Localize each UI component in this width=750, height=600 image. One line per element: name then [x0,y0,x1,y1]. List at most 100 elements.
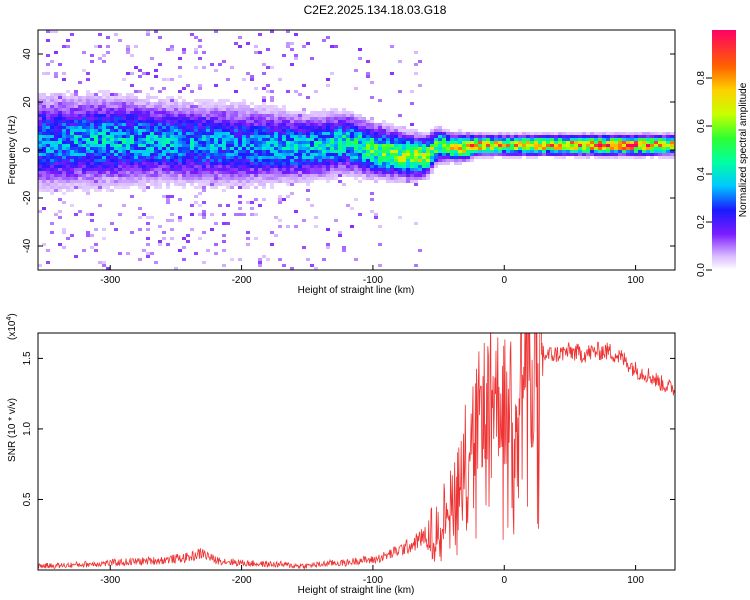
spectrogram-cell [262,99,266,102]
spectrogram-cell [102,135,106,138]
spectrogram-cell [246,153,250,156]
spectrogram-cell [314,147,318,150]
spectrogram-cell [506,135,510,138]
spectrogram-cell [402,159,406,162]
spectrogram-cell [374,171,378,174]
spectrogram-cell [82,132,86,135]
spectrogram-cell [190,156,194,159]
spectrogram-cell [194,51,198,54]
spectrogram-cell [442,138,446,141]
spectrogram-cell [38,177,42,180]
spectrogram-cell [210,120,214,123]
spectrogram-cell [162,120,166,123]
spectrogram-cell [398,174,402,177]
spectrogram-cell [278,138,282,141]
spectrogram-cell [110,183,114,186]
spectrogram-cell [50,120,54,123]
spectrogram-cell [110,132,114,135]
spectrogram-cell [194,36,198,39]
spectrogram-cell [354,147,358,150]
spectrogram-cell [238,183,242,186]
spectrogram-cell [78,102,82,105]
spectrogram-cell [322,39,326,42]
spectrogram-cell [330,45,334,48]
spectrogram-cell [198,186,202,189]
spectrogram-cell [202,210,206,213]
spectrogram-cell [66,138,70,141]
spectrogram-cell [438,156,442,159]
spectrogram-cell [274,114,278,117]
spectrogram-cell [86,150,90,153]
spectrogram-cell [422,147,426,150]
spectrogram-cell [550,141,554,144]
spectrogram-cell [486,138,490,141]
spectrogram-cell [250,162,254,165]
spectrogram-cell [410,90,414,93]
snr-x-tick-label: -200 [232,575,252,586]
spectrogram-cell [458,153,462,156]
spectrogram-cell [398,60,402,63]
spectrogram-cell [282,111,286,114]
spectrogram-cell [454,132,458,135]
spectrogram-cell [342,174,346,177]
spectrogram-cell [134,177,138,180]
spectrogram-cell [254,45,258,48]
spectrogram-cell [606,147,610,150]
spectrogram-cell [122,114,126,117]
spectrogram-cell [198,237,202,240]
spectrogram-cell [210,108,214,111]
spectrogram-cell [94,174,98,177]
spectrogram-cell [230,171,234,174]
spectrogram-cell [50,183,54,186]
spectrogram-cell [74,165,78,168]
spectrogram-cell [214,84,218,87]
spectrogram-cell [282,198,286,201]
spectrogram-cell [206,114,210,117]
spectrogram-cell [262,123,266,126]
spectrogram-cell [58,132,62,135]
spectrogram-cell [166,78,170,81]
spectrogram-cell [250,108,254,111]
spectrogram-cell [178,129,182,132]
spectrogram-cell [594,150,598,153]
spectrogram-cell [38,150,42,153]
spectrogram-cell [54,147,58,150]
spectrogram-cell [106,135,110,138]
spectrogram-cell [402,180,406,183]
spectrogram-cell [542,144,546,147]
spectrogram-cell [538,132,542,135]
spectrogram-cell [66,174,70,177]
spectrogram-cell [42,156,46,159]
spectrogram-cell [154,162,158,165]
spectrogram-cell [238,195,242,198]
spectrogram-cell [598,141,602,144]
spectrogram-cell [402,144,406,147]
spectrogram-cell [334,138,338,141]
spectrogram-cell [302,123,306,126]
spectrogram-cell [102,264,106,267]
spectrogram-cell [610,135,614,138]
spectrogram-cell [194,174,198,177]
spectrogram-cell [122,117,126,120]
spectrogram-cell [54,138,58,141]
spectrogram-cell [382,132,386,135]
spectrogram-cell [94,177,98,180]
spectrogram-cell [266,156,270,159]
spectrogram-cell [250,75,254,78]
spectrogram-cell [206,120,210,123]
spectrogram-cell [54,165,58,168]
spectrogram-cell [158,120,162,123]
spectrogram-cell [534,150,538,153]
spectrogram-cell [54,105,58,108]
spectrogram-cell [102,147,106,150]
spectrogram-cell [302,117,306,120]
spectrogram-cell [90,93,94,96]
spectrogram-cell [298,171,302,174]
spectrogram-cell [110,111,114,114]
spectrogram-cell [546,135,550,138]
spectrogram-cell [50,192,54,195]
spectrogram-cell [86,111,90,114]
spectrogram-cell [290,114,294,117]
spectrogram-cell [446,147,450,150]
spectrogram-cell [146,141,150,144]
